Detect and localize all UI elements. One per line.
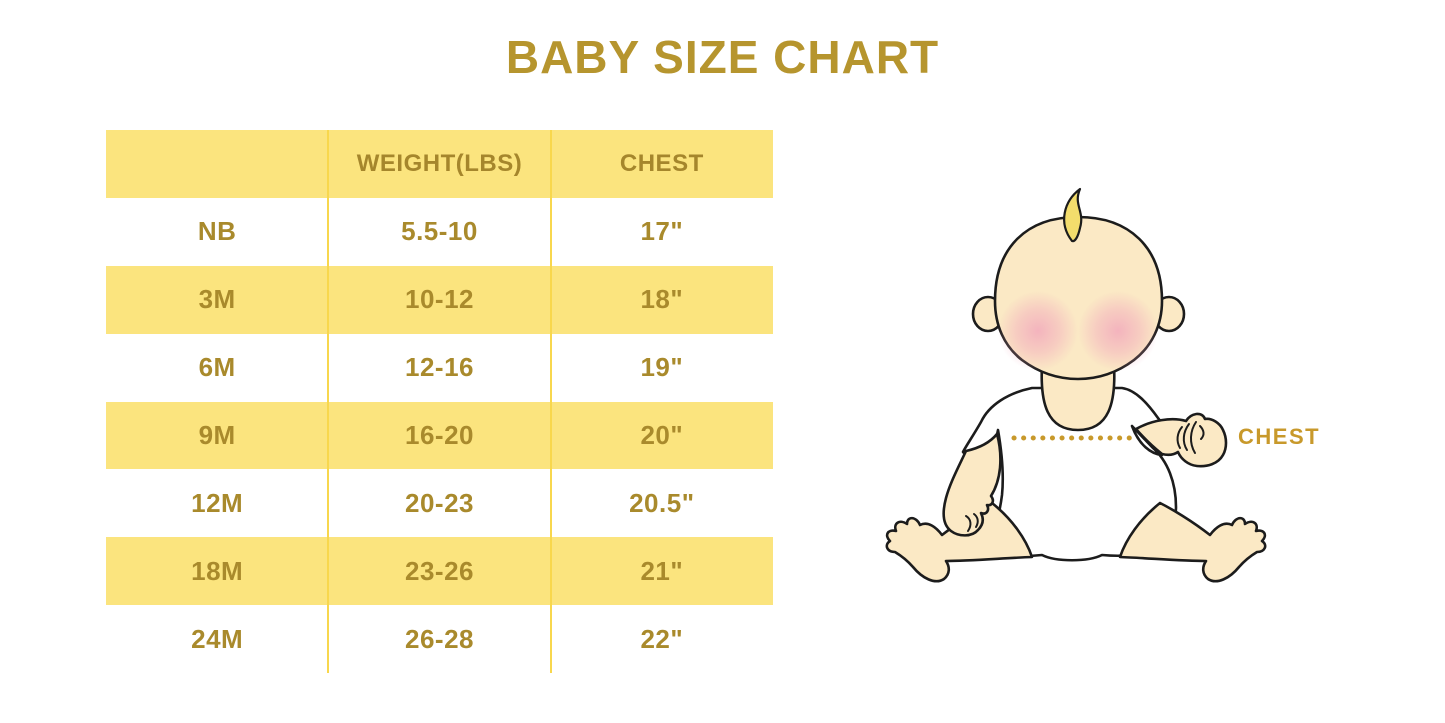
baby-hair-curl (1063, 187, 1083, 243)
size-cell: 24M (191, 623, 244, 654)
baby-left-arm (942, 432, 1002, 537)
weight-cell: 23-26 (404, 555, 474, 586)
baby-illustration (880, 183, 1340, 608)
chest-cell: 20" (640, 419, 684, 450)
table-header-row: WEIGHT(LBS) CHEST (106, 130, 773, 198)
size-table: WEIGHT(LBS) CHEST NB 5.5-10 17" 3M 10-12… (106, 130, 773, 673)
size-cell: 12M (191, 487, 244, 518)
table-row: 24M 26-28 22" (106, 605, 773, 673)
baby-right-cheek-blush (1078, 291, 1158, 371)
weight-cell: 26-28 (404, 623, 474, 654)
size-cell: 18M (191, 555, 244, 586)
weight-cell: 5.5-10 (401, 216, 478, 247)
baby-neck (1040, 363, 1116, 432)
weight-cell: 12-16 (404, 352, 474, 383)
baby-right-leg (1118, 501, 1267, 583)
weight-cell: 20-23 (404, 487, 474, 518)
size-cell: 9M (198, 419, 236, 450)
page-title: BABY SIZE CHART (505, 31, 940, 83)
table-row: 3M 10-12 18" (106, 265, 773, 334)
table-row: 9M 16-20 20" (106, 401, 773, 470)
baby-left-cheek-blush (998, 291, 1078, 371)
header-cell-size (106, 130, 328, 198)
baby-left-hand-fingers (965, 513, 979, 532)
baby-right-fist-fingers (1176, 421, 1205, 454)
weight-cell: 10-12 (404, 284, 474, 315)
baby-drawing (885, 187, 1267, 583)
chest-cell: 21" (640, 555, 684, 586)
baby-left-leg (885, 501, 1034, 583)
table-row: 12M 20-23 20.5" (106, 469, 773, 538)
size-cell: NB (197, 216, 237, 247)
column-divider (327, 130, 329, 673)
table-row: 6M 12-16 19" (106, 333, 773, 402)
column-divider (550, 130, 552, 673)
chest-cell: 22" (640, 623, 684, 654)
weight-cell: 16-20 (404, 419, 474, 450)
table-row: NB 5.5-10 17" (106, 197, 773, 266)
size-cell: 3M (198, 284, 236, 315)
chest-measurement-label: CHEST (1238, 424, 1321, 449)
size-cell: 6M (198, 352, 236, 383)
header-cell-chest: CHEST (619, 149, 704, 177)
chest-cell: 18" (640, 284, 684, 315)
table-row: 18M 23-26 21" (106, 537, 773, 606)
baby-right-arm (1134, 412, 1228, 468)
chest-cell: 17" (640, 216, 684, 247)
chest-cell: 20.5" (629, 487, 695, 518)
header-cell-weight: WEIGHT(LBS) (356, 149, 523, 177)
chest-cell: 19" (640, 352, 684, 383)
